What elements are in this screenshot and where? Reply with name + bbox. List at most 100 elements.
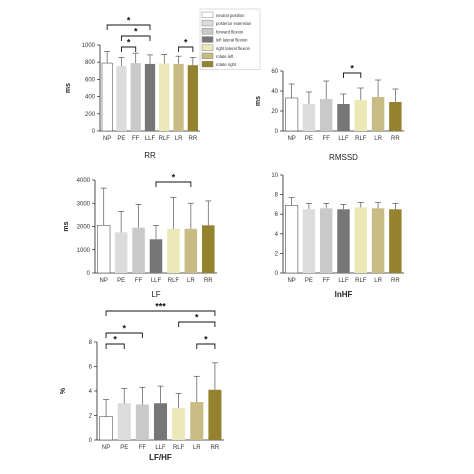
legend-entry: forward flexion <box>216 29 244 34</box>
rmssd-bar-llf <box>337 104 350 131</box>
rr-x-axis-label: RR <box>144 151 156 160</box>
legend-swatch <box>201 60 214 68</box>
rr-y-axis-label: ms <box>65 83 72 93</box>
lfhf-significance-bracket <box>105 310 216 316</box>
rr-significance-marker: * <box>127 16 131 26</box>
rr-significance-marker: * <box>134 27 138 37</box>
rr-x-tick-label: RLF <box>159 136 171 142</box>
lfhf-significance-marker: * <box>204 335 208 345</box>
lf-x-tick-label: LLF <box>151 278 162 284</box>
rr-x-tick-label: NP <box>103 136 111 142</box>
rmssd-y-tick-label: 0 <box>275 129 279 135</box>
lf-y-axis-label: ms <box>63 221 70 231</box>
rmssd-y-tick-label: 40 <box>271 89 278 95</box>
lfhf-bar-pe <box>117 403 131 440</box>
lf-y-tick-label: 0 <box>87 271 91 277</box>
lfhf-significance-marker: * <box>122 324 126 334</box>
rr-significance-marker: * <box>184 38 188 48</box>
lf-bar-np <box>97 225 111 274</box>
lnhf-x-tick-label: RR <box>391 278 400 284</box>
rmssd-x-axis-label: RMSSD <box>329 153 358 162</box>
rr-significance-bracket <box>178 46 194 52</box>
legend-swatch <box>201 19 214 27</box>
lnhf-bar-rr <box>389 209 402 273</box>
rr-bar-llf <box>144 63 156 131</box>
rr-x-tick-label: FF <box>132 136 140 142</box>
lf-y-tick-label: 1000 <box>77 248 91 254</box>
lfhf-x-tick-label: NP <box>102 445 110 451</box>
lf-x-tick-label: RLF <box>168 278 180 284</box>
rr-bar-rlf <box>159 63 170 131</box>
lnhf-bar-rlf <box>354 207 368 273</box>
rr-x-tick-label: PE <box>117 136 125 142</box>
rmssd-x-tick-label: PE <box>305 136 313 142</box>
rr-y-tick-label: 400 <box>85 95 96 101</box>
lfhf-x-tick-label: RR <box>211 445 220 451</box>
rr-significance-bracket <box>120 35 151 41</box>
legend-entry: rotate left <box>216 54 234 59</box>
lfhf-significance-bracket <box>105 332 143 338</box>
lnhf-bar-ff <box>319 208 333 273</box>
legend-entry: neutral position <box>216 13 245 18</box>
rr-x-tick-label: LLF <box>145 136 156 142</box>
lf-y-tick-label: 4000 <box>77 178 91 184</box>
rmssd-significance-marker: * <box>350 64 354 74</box>
lfhf-bar-lr <box>190 402 204 440</box>
lnhf-y-tick-label: 10 <box>271 173 278 179</box>
lfhf-y-axis-label: % <box>60 387 67 394</box>
rr-bar-pe <box>116 66 127 131</box>
legend-swatch <box>201 36 214 43</box>
rmssd-y-tick-label: 60 <box>271 69 278 75</box>
rmssd-bar-ff <box>319 99 333 131</box>
lf-significance-marker: * <box>172 173 176 183</box>
lf-bar-lr <box>184 228 198 273</box>
rr-y-tick-label: 800 <box>85 60 96 66</box>
lnhf-y-tick-label: 4 <box>275 232 279 238</box>
lf-y-tick-label: 2000 <box>77 225 91 231</box>
rmssd-x-tick-label: RLF <box>355 136 367 142</box>
lf-x-axis-label: LF <box>151 290 160 299</box>
legend-swatch <box>201 44 214 51</box>
lnhf-x-tick-label: NP <box>287 278 295 284</box>
lnhf-x-axis-label: lnHF <box>335 290 353 299</box>
lnhf-y-tick-label: 8 <box>275 193 279 199</box>
rmssd-significance-bracket <box>343 72 362 78</box>
rmssd-bar-pe <box>302 104 316 131</box>
lnhf-bar-lr <box>371 208 385 273</box>
lf-x-tick-label: LR <box>187 278 195 284</box>
lnhf-x-tick-label: PE <box>305 278 313 284</box>
rr-y-tick-label: 0 <box>92 129 96 135</box>
legend-swatch <box>201 11 214 19</box>
rr-bar-lr <box>173 63 184 131</box>
legend-entry: right lateral flexion <box>216 46 251 51</box>
lfhf-x-tick-label: PE <box>120 445 128 451</box>
rmssd-y-tick-label: 20 <box>271 109 278 115</box>
lnhf-bar-llf <box>337 209 350 273</box>
lnhf-y-tick-label: 6 <box>275 212 279 218</box>
rr-y-tick-label: 200 <box>85 112 96 118</box>
lfhf-significance-bracket <box>196 343 216 349</box>
lfhf-bar-rr <box>208 389 222 440</box>
legend-swatch <box>201 52 214 60</box>
rr-significance-bracket <box>106 24 151 30</box>
legend-swatch <box>201 28 214 35</box>
lf-x-tick-label: PE <box>117 278 125 284</box>
lnhf-bar-pe <box>302 209 316 273</box>
rr-significance-marker: * <box>127 38 131 48</box>
rmssd-x-tick-label: NP <box>287 136 295 142</box>
lfhf-x-tick-label: RLF <box>173 445 185 451</box>
lfhf-significance-marker: * <box>195 313 199 323</box>
lfhf-y-tick-label: 0 <box>89 438 93 444</box>
rr-bar-np <box>101 62 113 132</box>
rmssd-x-tick-label: RR <box>391 136 400 142</box>
legend-entry: rotate right <box>216 62 237 67</box>
lf-bar-rr <box>202 225 215 273</box>
lf-x-tick-label: FF <box>135 278 143 284</box>
rr-significance-bracket <box>120 46 137 52</box>
lf-bar-rlf <box>167 228 180 273</box>
lfhf-significance-bracket <box>105 343 125 349</box>
rmssd-bar-rr <box>389 102 402 131</box>
lfhf-x-tick-label: FF <box>139 445 147 451</box>
legend-entry: posterior extension <box>216 21 252 26</box>
